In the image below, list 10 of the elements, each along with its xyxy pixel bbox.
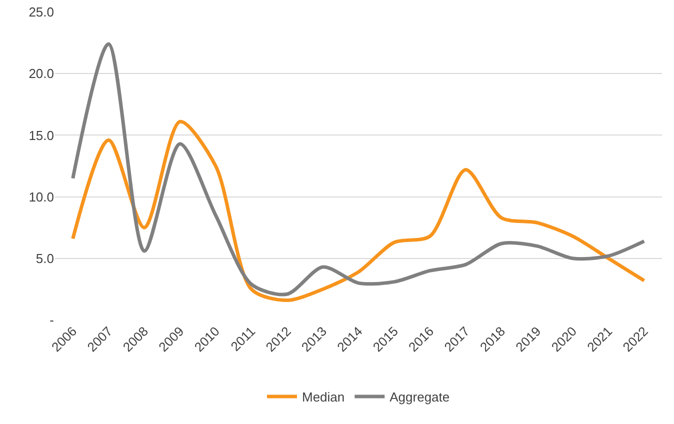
y-tick-label: 5.0 [36, 250, 54, 266]
legend-label: Median [302, 390, 345, 405]
y-tick-label: 25.0 [28, 4, 54, 20]
legend-label: Aggregate [390, 390, 450, 405]
line-series [71, 42, 646, 296]
y-tick-label: 10.0 [28, 189, 54, 204]
y-tick-label: 20.0 [28, 66, 54, 82]
y-tick-label: 15.0 [28, 128, 54, 143]
line-series [71, 120, 646, 302]
y-tick-label: - [50, 312, 54, 328]
